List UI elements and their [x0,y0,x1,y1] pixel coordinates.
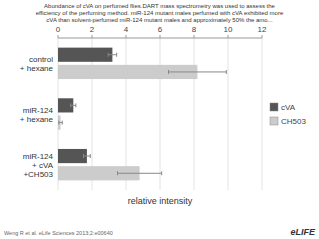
bar [58,48,112,62]
annotation: eLIFE [290,227,316,237]
title-line: Abundance of cVA on perfumed flies.DART … [44,3,275,9]
grid-line [194,38,195,190]
legend-swatch [270,117,278,125]
category-label-line: control [29,55,53,64]
bar [58,98,73,112]
category-label-line: + hexane [20,64,54,73]
error-line [169,71,227,72]
tick-label: 0 [56,25,61,34]
grid-line [160,38,161,190]
error-bar [169,70,227,74]
legend-label: cVA [281,103,296,112]
error-cap [62,121,63,125]
error-bar [108,53,117,57]
category-label: miR-124+ hexane [20,106,54,124]
tick-label: 2 [90,25,95,34]
grid [58,38,262,190]
error-cap [161,171,162,175]
error-cap [108,53,109,57]
error-line [71,105,76,106]
error-bar [59,121,62,125]
error-bar [84,154,91,158]
legend-label: CH503 [281,117,306,126]
tick-label: 6 [158,25,163,34]
annotation: Weng R et al. eLife Sciences 2013;2:e006… [4,230,113,236]
error-cap [70,103,71,107]
error-cap [168,70,169,74]
category-label-line: + cVA [32,161,54,170]
category-label: control+ hexane [20,55,54,73]
category-label: miR-124+ cVA+CH503 [23,152,54,179]
error-bar [118,171,162,175]
error-cap [117,171,118,175]
tick-label: 4 [124,25,129,34]
title-line: cVA than solvent-perfumed miR-124 mutant… [46,17,273,23]
error-line [108,54,117,55]
error-bar [71,103,76,107]
category-label-line: +CH503 [23,170,53,179]
category-label-line: + hexane [20,115,54,124]
error-line [84,156,91,157]
title-line: efficiency of the perfuming method. miR-… [36,10,284,16]
error-cap [83,154,84,158]
grid-line [262,38,263,190]
grid-line [228,38,229,190]
x-axis-line [58,38,262,39]
chart: Abundance of cVA on perfumed flies.DART … [0,0,319,239]
error-cap [75,103,76,107]
error-cap [116,53,117,57]
error-cap [90,154,91,158]
x-axis-label: relative intensity [128,196,193,206]
error-line [59,122,62,123]
error-cap [58,121,59,125]
bars [58,48,226,181]
tick-label: 12 [258,25,267,34]
tick-label: 8 [192,25,197,34]
title: Abundance of cVA on perfumed flies.DART … [36,3,284,23]
chart-container: Abundance of cVA on perfumed flies.DART … [0,0,319,239]
error-cap [226,70,227,74]
legend-swatch [270,103,278,111]
legend: cVA CH503 [270,103,306,126]
category-label-line: miR-124 [23,152,54,161]
tick-label: 10 [224,25,233,34]
error-line [118,173,162,174]
category-label-line: miR-124 [23,106,54,115]
bar [58,149,87,163]
